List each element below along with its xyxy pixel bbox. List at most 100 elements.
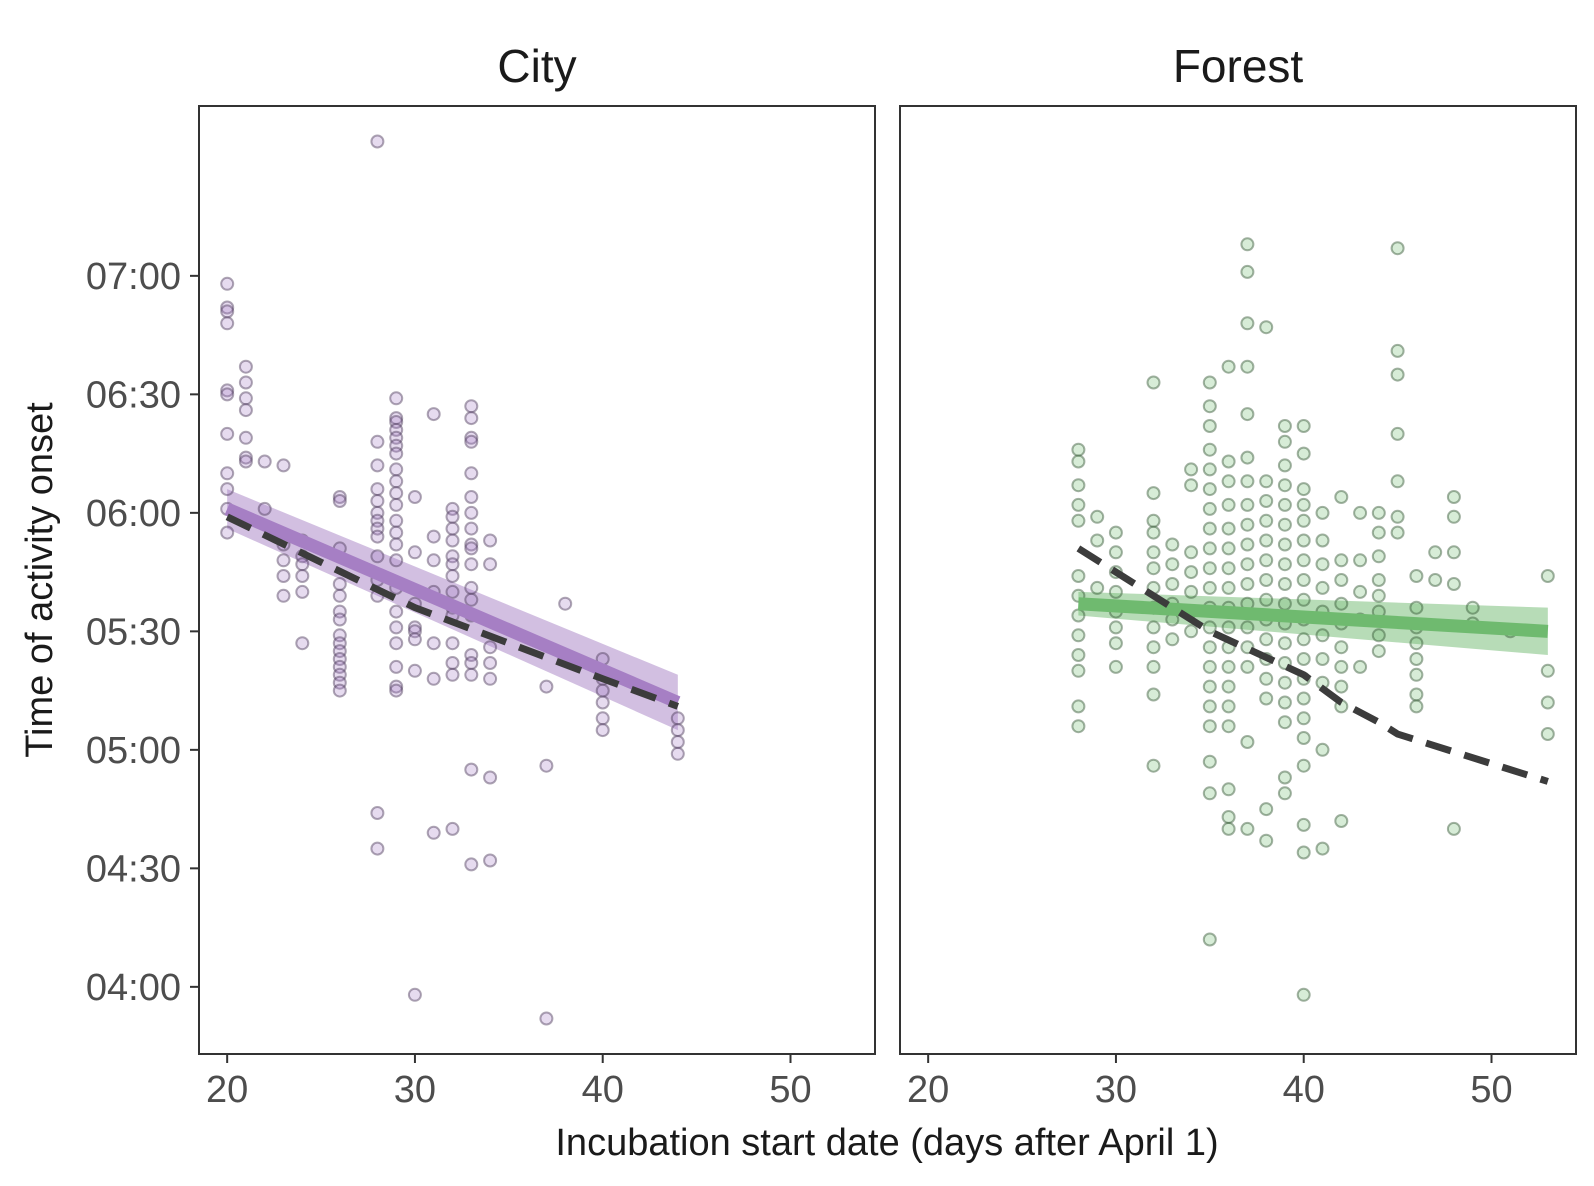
data-point-forest — [1259, 632, 1274, 647]
data-point-forest — [1277, 497, 1292, 512]
data-point-city — [238, 454, 253, 469]
data-point-city — [220, 387, 235, 402]
data-point-city — [389, 474, 404, 489]
data-point-forest — [1296, 691, 1311, 706]
data-point-city — [389, 415, 404, 429]
data-point-forest — [1296, 817, 1311, 832]
data-point-city — [445, 533, 460, 548]
data-point-forest — [1259, 494, 1274, 508]
data-point-forest — [1334, 640, 1349, 655]
y-axis: 04:00 04:30 05:00 05:30 06:00 06:30 07:00 — [86, 256, 199, 1009]
data-point-forest — [1371, 628, 1386, 643]
data-point-forest — [1334, 679, 1349, 694]
data-point-forest — [1259, 671, 1274, 686]
data-point-forest — [1146, 513, 1161, 528]
data-point-forest — [1277, 786, 1292, 801]
data-point-city — [220, 383, 235, 398]
data-point-forest — [1221, 454, 1236, 469]
data-point-city — [464, 434, 479, 449]
data-point-city — [464, 592, 479, 607]
data-point-forest — [1071, 513, 1086, 528]
data-point-forest — [1353, 584, 1368, 599]
data-point-forest — [1334, 573, 1349, 587]
data-point-city — [407, 545, 422, 560]
data-point-city — [464, 667, 479, 682]
data-point-forest — [1315, 557, 1330, 572]
data-point-forest — [1371, 588, 1386, 603]
data-point-forest — [1409, 687, 1424, 702]
data-point-forest — [1165, 632, 1180, 647]
data-point-city — [257, 501, 272, 516]
data-point-city — [220, 466, 235, 481]
data-point-city — [389, 486, 404, 501]
data-point-forest — [1108, 584, 1123, 599]
data-point-city — [370, 434, 385, 449]
trend-line-city — [224, 502, 681, 709]
data-point-forest — [1540, 727, 1555, 741]
data-point-forest — [1221, 821, 1236, 836]
data-point-forest — [1315, 742, 1330, 757]
data-point-forest — [1259, 513, 1274, 528]
data-point-forest — [1371, 549, 1386, 564]
data-point-forest — [1296, 711, 1311, 726]
data-point-city — [389, 553, 404, 568]
data-point-forest — [1296, 573, 1311, 587]
data-point-forest — [1259, 592, 1274, 607]
data-point-city — [464, 521, 479, 536]
data-point-forest — [1146, 620, 1161, 635]
y-axis-title: Time of activity onset — [19, 402, 61, 758]
data-point-forest — [1390, 426, 1405, 441]
reference-dashed-line-city — [225, 513, 680, 710]
data-point-city — [407, 620, 422, 635]
data-point-forest — [1296, 482, 1311, 497]
data-point-forest — [1146, 525, 1161, 540]
data-point-forest — [1240, 821, 1255, 836]
data-point-city — [389, 497, 404, 512]
data-point-forest — [1240, 264, 1255, 279]
data-point-forest — [1353, 505, 1368, 520]
data-point-city — [257, 454, 272, 469]
data-point-forest — [1371, 505, 1386, 520]
data-point-forest — [1446, 577, 1461, 591]
data-point-forest — [1146, 375, 1161, 390]
data-point-forest — [1540, 663, 1555, 678]
data-point-city — [276, 588, 291, 603]
data-point-city — [407, 987, 422, 1002]
data-point-forest — [1184, 565, 1199, 580]
data-point-city — [483, 770, 498, 785]
data-point-forest — [1390, 367, 1405, 382]
data-point-forest — [1371, 573, 1386, 587]
data-point-forest — [1071, 628, 1086, 643]
data-point-forest — [1240, 659, 1255, 674]
data-point-city — [220, 304, 235, 319]
data-point-forest — [1240, 517, 1255, 532]
data-point-city — [332, 577, 347, 591]
data-point-forest — [1165, 577, 1180, 591]
data-point-forest — [1390, 343, 1405, 358]
data-point-city — [670, 723, 685, 738]
data-point-forest — [1277, 770, 1292, 785]
y-tick-label: 06:30 — [86, 374, 181, 416]
data-point-city — [483, 656, 498, 670]
data-point-forest — [1296, 592, 1311, 607]
data-point-city — [464, 490, 479, 504]
data-point-city — [238, 403, 253, 418]
y-tick-label: 07:00 — [86, 256, 181, 298]
data-point-forest — [1108, 620, 1123, 635]
data-point-forest — [1202, 541, 1217, 556]
x-tick-label: 50 — [769, 1069, 811, 1111]
data-point-forest — [1108, 525, 1123, 540]
data-point-city — [220, 300, 235, 315]
data-point-city — [483, 533, 498, 548]
data-point-city — [595, 723, 610, 738]
data-point-forest — [1296, 533, 1311, 548]
data-point-forest — [1240, 450, 1255, 465]
data-point-forest — [1202, 679, 1217, 694]
data-point-forest — [1221, 561, 1236, 576]
data-point-city — [426, 825, 441, 840]
data-point-forest — [1202, 419, 1217, 433]
data-point-forest — [1221, 620, 1236, 635]
data-point-city — [389, 422, 404, 437]
data-point-forest — [1071, 608, 1086, 623]
data-point-forest — [1277, 695, 1292, 710]
